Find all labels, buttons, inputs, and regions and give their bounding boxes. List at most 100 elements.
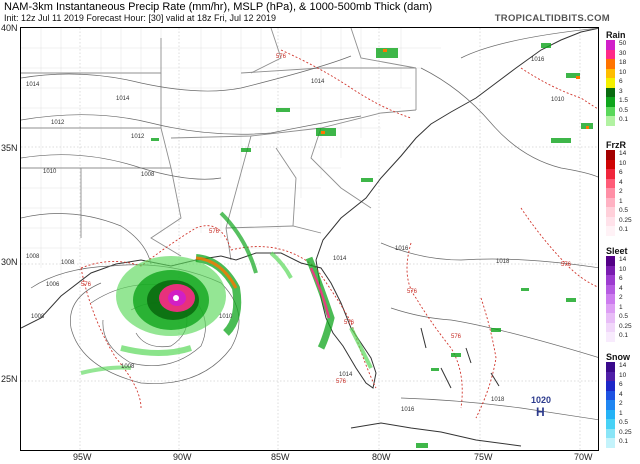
thickness-label: 576 — [344, 320, 355, 326]
hurricane-precip — [80, 211, 258, 375]
legend-rain-swatch — [606, 87, 615, 97]
map-title: NAM-3km Instantaneous Precip Rate (mm/hr… — [4, 1, 433, 13]
legend-frzr-value: 1 — [619, 197, 623, 205]
isobar-label: 1016 — [395, 246, 409, 252]
intense-cells — [321, 49, 589, 134]
high-pressure-value: 1020 — [531, 395, 552, 405]
thickness-label: 576 — [407, 289, 418, 295]
legend-sleet-value: 6 — [619, 275, 623, 282]
legend-rain-swatch — [606, 116, 615, 126]
legend-frzr-swatch — [606, 226, 615, 236]
legend-frzr-swatch — [606, 197, 615, 207]
isobar-label: 1006 — [46, 282, 60, 288]
brand-watermark: TROPICALTIDBITS.COM — [494, 13, 610, 24]
legend-snow-swatch — [606, 428, 615, 438]
thickness-label: 576 — [451, 334, 462, 340]
legend-snow-value: 0.25 — [619, 428, 632, 436]
thickness-label: 576 — [276, 54, 287, 60]
lat-label-25: 25N — [1, 374, 18, 384]
lon-label-85: 85W — [271, 452, 290, 462]
map-canvas: 1014 1014 1012 1012 1010 1008 1008 1008 … — [21, 28, 598, 450]
isobar-label: 1008 — [141, 172, 155, 178]
legend-frzr-value: 0.1 — [619, 226, 629, 233]
legend-snow-value: 4 — [619, 390, 623, 398]
legend-sleet-value: 1 — [619, 303, 623, 311]
high-pressure-symbol: H — [536, 405, 545, 419]
legend-sleet-value: 0.1 — [619, 332, 629, 339]
thickness-label: 576 — [336, 379, 347, 385]
lat-label-40: 40N — [1, 23, 18, 33]
legend-snow-swatch — [606, 371, 615, 381]
legend-snow-swatch — [606, 438, 615, 448]
legend-frzr: FrzR 14 10 6 4 2 1 0.5 0.25 0.1 — [602, 140, 640, 240]
legend-frzr-value: 10 — [619, 159, 627, 167]
isobar-label: 1016 — [531, 57, 545, 63]
legend-rain: Rain 50 30 18 10 6 3 1.5 0.5 0.1 — [602, 30, 640, 130]
lon-label-75: 75W — [474, 452, 493, 462]
legend-rain-swatch — [606, 97, 615, 107]
legend-rain-value: 0.5 — [619, 106, 629, 114]
legend-sleet-swatch — [606, 265, 615, 275]
legend-snow-value: 1 — [619, 409, 623, 417]
legend-sleet-title: Sleet — [606, 246, 628, 256]
lon-label-95: 95W — [73, 452, 92, 462]
legend-rain-swatch — [606, 78, 615, 88]
isobar-label: 1018 — [491, 397, 505, 403]
isobar-label: 1012 — [131, 134, 145, 140]
legend-frzr-swatch — [606, 188, 615, 198]
isobar-label: 1008 — [31, 314, 45, 320]
thickness-label: 576 — [81, 282, 92, 288]
county-borders — [21, 28, 441, 278]
legend-snow-swatch — [606, 362, 615, 372]
legend-frzr-value: 2 — [619, 188, 623, 195]
legend-rain-value: 6 — [619, 78, 623, 85]
legend-sleet: Sleet 14 10 6 4 2 1 0.5 0.25 0.1 — [602, 246, 640, 346]
legend-frzr-title: FrzR — [606, 140, 626, 150]
isobar-label: 1008 — [61, 260, 75, 266]
legend-frzr-swatch — [606, 207, 615, 217]
legend-rain-value: 0.1 — [619, 116, 629, 123]
legend-snow-value: 14 — [619, 362, 627, 369]
legend-sleet-value: 0.25 — [619, 322, 632, 330]
thickness-label: 576 — [209, 229, 220, 235]
thickness-576 — [80, 49, 598, 419]
legend-frzr-value: 4 — [619, 178, 623, 186]
isobars — [21, 28, 598, 421]
legend-frzr-value: 6 — [619, 169, 623, 176]
legend-sleet-swatch — [606, 322, 615, 332]
precip-legend: Rain 50 30 18 10 6 3 1.5 0.5 0.1 FrzR 14 10 6 4 2 1 0.… — [602, 28, 640, 453]
legend-sleet-swatch — [606, 284, 615, 294]
legend-sleet-value: 10 — [619, 265, 627, 273]
legend-frzr-value: 0.25 — [619, 216, 632, 224]
map-subtitle: Init: 12z Jul 11 2019 Forecast Hour: [30… — [4, 13, 276, 23]
graticule — [21, 28, 598, 450]
legend-snow-value: 0.1 — [619, 438, 629, 445]
legend-snow-value: 0.5 — [619, 419, 629, 426]
legend-rain-title: Rain — [606, 30, 626, 40]
isobar-label: 1012 — [51, 120, 65, 126]
legend-snow: Snow 14 10 6 4 2 1 0.5 0.25 0.1 — [602, 352, 640, 452]
legend-snow-value: 2 — [619, 400, 623, 407]
isobar-label: 1010 — [43, 169, 57, 175]
legend-sleet-value: 2 — [619, 294, 623, 301]
isobar-label: 1016 — [401, 407, 415, 413]
legend-rain-swatch — [606, 106, 615, 116]
legend-rain-swatch — [606, 59, 615, 69]
isobar-label: 1014 — [116, 96, 130, 102]
legend-sleet-swatch — [606, 275, 615, 285]
legend-rain-value: 30 — [619, 49, 627, 57]
lon-label-90: 90W — [173, 452, 192, 462]
legend-snow-value: 10 — [619, 371, 627, 379]
coastal-precip — [269, 251, 373, 369]
legend-sleet-swatch — [606, 313, 615, 323]
isobar-label: 1014 — [339, 372, 353, 378]
legend-frzr-swatch — [606, 159, 615, 169]
map-panel: 1014 1014 1012 1012 1010 1008 1008 1008 … — [20, 27, 599, 451]
legend-sleet-swatch — [606, 294, 615, 304]
lon-label-70: 70W — [574, 452, 593, 462]
legend-frzr-value: 14 — [619, 150, 627, 157]
isobar-label: 1014 — [26, 82, 40, 88]
legend-snow-title: Snow — [606, 352, 630, 362]
thickness-label: 576 — [561, 262, 572, 268]
legend-snow-swatch — [606, 381, 615, 391]
